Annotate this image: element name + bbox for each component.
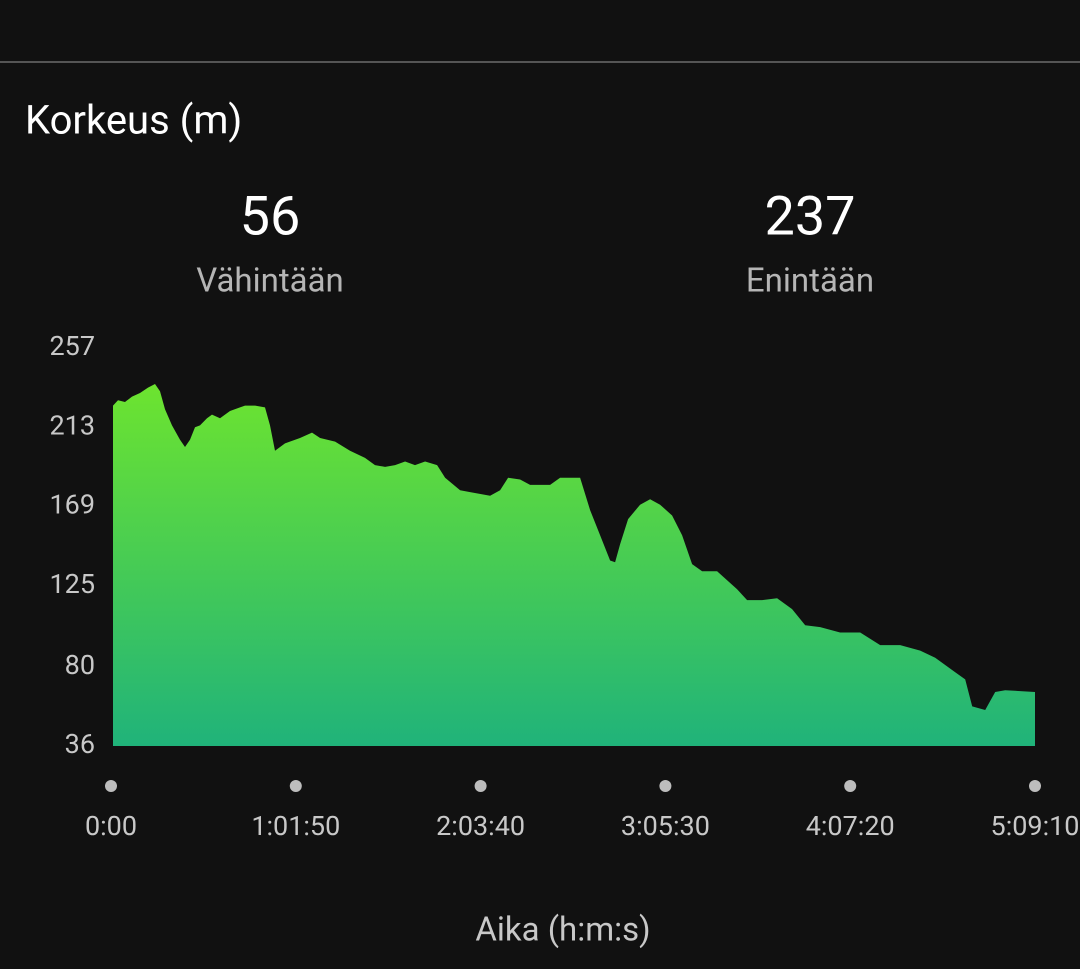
x-tick-label: 1:01:50 xyxy=(251,810,340,842)
y-tick-label: 36 xyxy=(65,728,95,760)
stat-value: 56 xyxy=(240,185,301,248)
x-tick-label: 3:05:30 xyxy=(621,810,710,842)
stat-label: Vähintään xyxy=(196,262,344,301)
x-tick-label: 5:09:10 xyxy=(991,810,1080,842)
stat-label: Enintään xyxy=(746,262,874,301)
x-tick-label: 0:00 xyxy=(85,810,137,842)
y-tick-label: 257 xyxy=(49,330,95,362)
y-tick-label: 213 xyxy=(49,409,95,441)
stat-value: 237 xyxy=(764,185,855,248)
x-tick-dot xyxy=(289,780,302,792)
x-tick-dot xyxy=(105,780,117,792)
y-tick-label: 80 xyxy=(65,649,95,681)
x-tick-dot xyxy=(659,780,672,792)
x-tick-label: 4:07:20 xyxy=(806,810,895,842)
y-tick-label: 169 xyxy=(49,489,95,521)
x-tick-dot xyxy=(844,780,857,792)
x-tick-label: 2:03:40 xyxy=(436,810,525,842)
y-tick-label: 125 xyxy=(49,568,95,600)
chart-title: Korkeus (m) xyxy=(25,97,242,144)
x-tick-dot xyxy=(1029,780,1041,792)
x-tick-dot xyxy=(474,780,487,792)
x-axis-label: Aika (h:m:s) xyxy=(475,911,650,950)
elevation-area xyxy=(113,384,1035,746)
